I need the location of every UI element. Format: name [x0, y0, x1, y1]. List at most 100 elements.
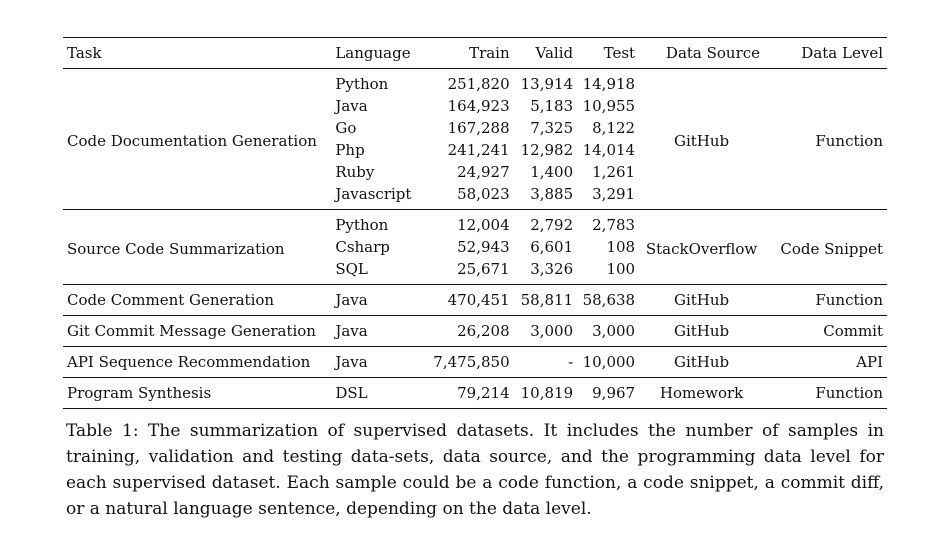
valid-cell: 3,326: [530, 260, 574, 278]
header-task: Task: [67, 44, 102, 62]
task-cell: API Sequence Recommendation: [67, 353, 311, 371]
test-cell: 3,291: [592, 185, 636, 203]
header-language: Language: [335, 44, 411, 62]
test-cell: 3,000: [592, 322, 636, 340]
train-cell: 167,288: [447, 119, 510, 137]
valid-cell: 3,885: [530, 185, 574, 203]
train-cell: 164,923: [447, 97, 510, 115]
train-cell: 58,023: [457, 185, 510, 203]
data-source-cell: Homework: [659, 384, 744, 402]
language-cell: Ruby: [335, 163, 375, 181]
valid-cell: 13,914: [520, 75, 574, 93]
header-data-level: Data Level: [801, 44, 883, 62]
test-cell: 2,783: [592, 216, 636, 234]
data-level-cell: API: [856, 353, 883, 371]
language-cell: Python: [335, 75, 389, 93]
valid-cell: 10,819: [520, 384, 574, 402]
task-group: Program Synthesis DSL 79,214 10,819 9,967 Hom…: [63, 378, 887, 409]
table-row: Java 164,923 5,183 10,955: [63, 95, 887, 117]
test-cell: 14,014: [582, 141, 636, 159]
data-level-cell: Commit: [823, 322, 883, 340]
table-row: Code Documentation Generation Python 251,8…: [63, 69, 887, 150]
train-cell: 25,671: [457, 260, 510, 278]
valid-cell: 58,811: [520, 291, 574, 309]
test-cell: 10,000: [582, 353, 636, 371]
test-cell: 1,261: [592, 163, 636, 181]
test-cell: 108: [606, 238, 636, 256]
data-source-cell: StackOverflow: [645, 240, 758, 258]
language-cell: Java: [335, 291, 368, 309]
test-cell: 100: [606, 260, 636, 278]
train-cell: 26,208: [457, 322, 510, 340]
train-cell: 79,214: [457, 384, 510, 402]
data-source-cell: GitHub: [673, 291, 730, 309]
table-row: Php 241,241 12,982 14,014: [63, 139, 887, 161]
table-row: Source Code Summarization Python 12,004 2,7…: [63, 210, 887, 258]
data-level-cell: Code Snippet: [780, 240, 883, 258]
task-group: API Sequence Recommendation Java 7,475,850…: [63, 347, 887, 378]
language-cell: Csharp: [335, 238, 390, 256]
data-source-cell: GitHub: [673, 322, 730, 340]
table-row: Go 167,288 7,325 8,122: [63, 117, 887, 139]
valid-cell: 1,400: [530, 163, 574, 181]
task-group: Code Comment Generation Java 470,451 58,811…: [63, 285, 887, 316]
table-row: Ruby 24,927 1,400 1,261: [63, 161, 887, 183]
table-row: API Sequence Recommendation Java 7,475,850…: [63, 347, 887, 378]
train-cell: 241,241: [447, 141, 510, 159]
header-row: Task Language Train Valid Test Data Sour…: [63, 37, 887, 69]
train-cell: 52,943: [457, 238, 510, 256]
language-cell: Java: [335, 322, 368, 340]
language-cell: Javascript: [335, 185, 412, 203]
task-cell: Git Commit Message Generation: [67, 322, 316, 340]
language-cell: Php: [335, 141, 365, 159]
valid-cell: 3,000: [530, 322, 574, 340]
header-train: Train: [469, 44, 510, 62]
data-level-cell: Function: [815, 384, 883, 402]
data-source-cell: GitHub: [673, 132, 730, 150]
train-cell: 7,475,850: [433, 353, 510, 371]
valid-cell: 6,601: [530, 238, 574, 256]
table-row: Code Comment Generation Java 470,451 58,811…: [63, 285, 887, 316]
language-cell: Python: [335, 216, 389, 234]
supervised-datasets-table: Task Language Train Valid Test Data Sour…: [63, 37, 887, 409]
train-cell: 24,927: [457, 163, 510, 181]
task-group: Code Documentation Generation Python 251,8…: [63, 69, 887, 210]
test-cell: 8,122: [592, 119, 636, 137]
table-row: Program Synthesis DSL 79,214 10,819 9,967 Hom…: [63, 378, 887, 409]
language-cell: SQL: [335, 260, 368, 278]
task-cell: Program Synthesis: [67, 384, 212, 402]
task-group: Git Commit Message Generation Java 26,208 3…: [63, 316, 887, 347]
table-row: Git Commit Message Generation Java 26,208 3…: [63, 316, 887, 347]
task-group: Source Code Summarization Python 12,004 2,7…: [63, 210, 887, 285]
language-cell: Java: [335, 353, 368, 371]
data-level-cell: Function: [815, 132, 883, 150]
valid-cell: 2,792: [530, 216, 574, 234]
valid-cell: -: [568, 353, 574, 371]
test-cell: 10,955: [582, 97, 636, 115]
valid-cell: 7,325: [530, 119, 574, 137]
test-cell: 9,967: [592, 384, 636, 402]
valid-cell: 12,982: [520, 141, 574, 159]
table-row: Javascript 58,023 3,885 3,291: [63, 183, 887, 210]
language-cell: Java: [335, 97, 368, 115]
data-level-cell: Function: [815, 291, 883, 309]
header-data-source: Data Source: [665, 44, 761, 62]
table-caption: Table 1: The summarization of supervised…: [66, 421, 884, 519]
test-cell: 14,918: [582, 75, 636, 93]
table-row: Csharp 52,943 6,601 108: [63, 236, 887, 258]
language-cell: Go: [335, 119, 357, 137]
train-cell: 12,004: [457, 216, 510, 234]
task-cell: Code Documentation Generation: [67, 132, 317, 150]
table-row: SQL 25,671 3,326 100: [63, 258, 887, 285]
task-cell: Code Comment Generation: [67, 291, 275, 309]
table-header: Task Language Train Valid Test Data Sour…: [63, 37, 887, 69]
header-valid: Valid: [535, 44, 574, 62]
data-source-cell: GitHub: [673, 353, 730, 371]
train-cell: 470,451: [447, 291, 510, 309]
test-cell: 58,638: [582, 291, 636, 309]
train-cell: 251,820: [447, 75, 510, 93]
header-test: Test: [603, 44, 636, 62]
valid-cell: 5,183: [530, 97, 574, 115]
task-cell: Source Code Summarization: [67, 240, 285, 258]
